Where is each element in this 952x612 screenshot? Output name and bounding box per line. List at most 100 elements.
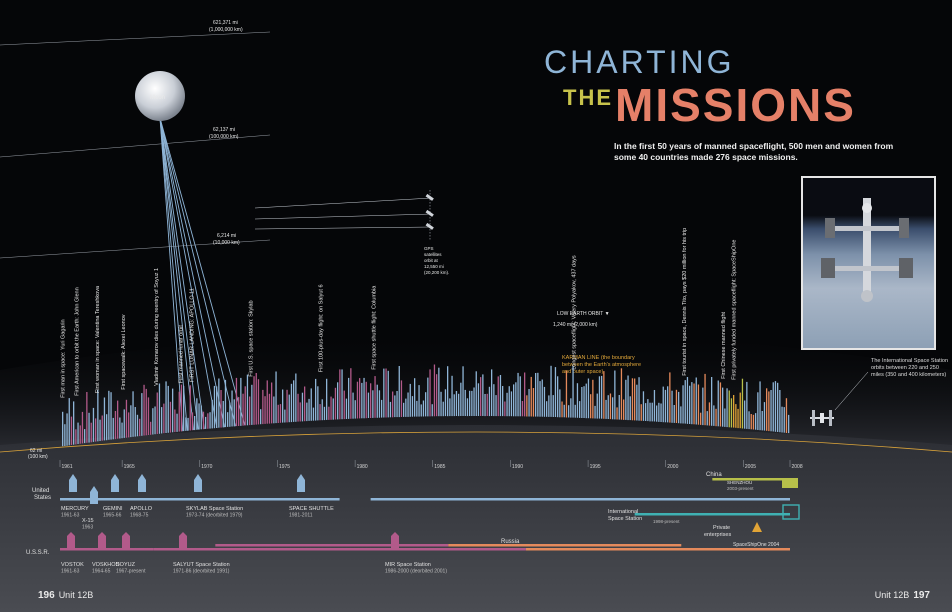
mission-bar bbox=[510, 391, 513, 417]
intro-text: In the first 50 years of manned spacefli… bbox=[614, 141, 894, 162]
mission-bar bbox=[405, 398, 407, 417]
mission-bar bbox=[321, 399, 323, 421]
mission-bar bbox=[367, 392, 370, 418]
mission-bar bbox=[717, 380, 719, 427]
lunar-mission-line bbox=[159, 117, 226, 428]
mission-bar bbox=[579, 401, 581, 418]
mission-bar bbox=[689, 385, 691, 424]
us-program-years: 1963 bbox=[82, 525, 93, 531]
mission-bar bbox=[334, 387, 337, 420]
altitude-label-4-km: (100 km) bbox=[28, 454, 48, 460]
mission-bar bbox=[420, 404, 422, 417]
altitude-label-2-km: (100,000 km) bbox=[209, 134, 239, 140]
mission-bar bbox=[229, 402, 231, 427]
milestone-label: First privately funded manned spacefligh… bbox=[732, 240, 738, 380]
mission-bar bbox=[130, 405, 132, 438]
lunar-mission-line bbox=[159, 117, 218, 428]
ussr-spacecraft-icon bbox=[67, 532, 75, 550]
iss-caption-leader bbox=[834, 371, 869, 411]
axis-tick-label: 1961 bbox=[62, 464, 73, 470]
mission-bar bbox=[62, 411, 64, 447]
mission-bar bbox=[506, 392, 508, 417]
mission-bar bbox=[176, 413, 178, 432]
mission-bar bbox=[662, 386, 664, 423]
mission-bar bbox=[442, 401, 444, 417]
row-label: U.S.S.R. bbox=[26, 550, 50, 556]
mission-bar bbox=[711, 377, 713, 426]
mission-bar bbox=[748, 411, 750, 430]
mission-bar bbox=[471, 390, 473, 416]
ussr-program-years: 1967-present bbox=[116, 569, 146, 575]
mission-bar bbox=[513, 384, 515, 417]
mission-bar bbox=[535, 373, 537, 417]
mission-bars bbox=[62, 364, 790, 447]
mission-bar bbox=[370, 383, 372, 418]
mission-bar bbox=[227, 412, 229, 427]
china-bar bbox=[712, 478, 790, 481]
iss-photo-illustration bbox=[821, 198, 913, 302]
mission-bar bbox=[541, 379, 543, 417]
us-program-years: 1968-75 bbox=[130, 513, 149, 519]
altitude-label-3: 6,214 mi bbox=[217, 233, 236, 239]
mission-bar bbox=[378, 390, 381, 418]
mission-bar bbox=[356, 381, 359, 419]
mission-bar bbox=[337, 382, 339, 420]
mission-bar bbox=[585, 383, 587, 419]
us-program-years: 1965-66 bbox=[103, 513, 122, 519]
mission-bar bbox=[453, 394, 455, 417]
milestone-label: First 100-plus-day flight: on Salyut 6 bbox=[319, 284, 325, 372]
footer-right: Unit 12B 197 bbox=[875, 590, 934, 601]
us-spacecraft-icon bbox=[111, 474, 119, 492]
karman-line bbox=[0, 431, 952, 453]
gps-satellite-icon bbox=[425, 193, 434, 201]
mission-bar bbox=[293, 380, 295, 422]
title-missions: MISSIONS bbox=[615, 79, 856, 131]
mission-bar bbox=[189, 385, 191, 431]
mission-bar bbox=[493, 384, 495, 417]
mission-bar bbox=[75, 429, 77, 445]
mission-bar bbox=[359, 378, 361, 419]
left-unit: Unit 12B bbox=[58, 590, 94, 600]
footer-left: 196 Unit 12B bbox=[34, 590, 93, 601]
ussr-soyuz-bar bbox=[153, 548, 526, 551]
milestone-label: First man in space: Yuri Gagarin bbox=[61, 319, 67, 397]
mission-bar bbox=[658, 402, 660, 422]
mission-bar bbox=[330, 396, 332, 420]
ussr-program-name: SOYUZ bbox=[116, 562, 136, 568]
mission-bar bbox=[572, 365, 574, 418]
mission-bar bbox=[447, 366, 449, 417]
mission-bar bbox=[618, 395, 620, 420]
milestone-label: First manned lunar orbit bbox=[179, 325, 185, 384]
milestone-label: First U.S. space station: Skylab bbox=[249, 300, 255, 376]
mission-bar bbox=[497, 376, 499, 417]
mission-bar bbox=[526, 395, 528, 417]
mission-bar bbox=[444, 389, 447, 417]
mission-bar bbox=[704, 373, 706, 426]
axis-tick-label: 2000 bbox=[667, 464, 678, 470]
lunar-mission-line bbox=[159, 117, 205, 430]
row-label: United bbox=[32, 488, 49, 494]
mission-bar bbox=[673, 405, 675, 423]
mission-bar bbox=[161, 407, 163, 434]
us-spacecraft-icon bbox=[297, 474, 305, 492]
us-spacecraft-icon bbox=[194, 474, 202, 492]
mission-bar bbox=[451, 375, 453, 417]
mission-bar bbox=[486, 393, 488, 416]
mission-bar bbox=[583, 386, 585, 418]
mission-bar bbox=[477, 383, 480, 416]
mission-bar bbox=[372, 390, 374, 418]
mission-bar bbox=[744, 400, 746, 429]
mission-bar bbox=[392, 391, 394, 418]
mission-bar bbox=[117, 400, 119, 439]
milestone-label: First Chinese manned flight bbox=[721, 311, 727, 378]
mission-bar bbox=[592, 379, 594, 419]
mission-bar bbox=[653, 390, 656, 422]
gps-orbits: GPS satellites orbit at 12,550 mi (20,20… bbox=[254, 190, 449, 275]
us-spacecraft-icon bbox=[90, 486, 98, 504]
moon-icon bbox=[135, 71, 185, 121]
mission-bar bbox=[352, 392, 354, 419]
mission-bar bbox=[99, 419, 101, 441]
mission-bar bbox=[460, 382, 462, 416]
axis-tick-label: 2008 bbox=[792, 464, 803, 470]
